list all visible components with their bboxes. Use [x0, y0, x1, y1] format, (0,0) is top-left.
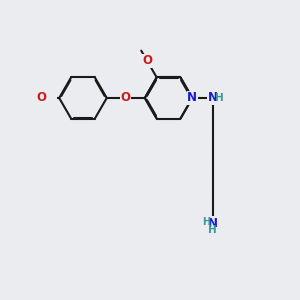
Text: N: N — [208, 92, 218, 104]
Text: O: O — [121, 92, 131, 104]
Text: H: H — [215, 93, 224, 103]
Text: H: H — [202, 217, 210, 227]
Text: N: N — [208, 217, 218, 230]
Text: H: H — [208, 225, 217, 235]
Text: O: O — [142, 54, 152, 68]
Text: N: N — [188, 92, 197, 104]
Text: O: O — [36, 92, 46, 104]
